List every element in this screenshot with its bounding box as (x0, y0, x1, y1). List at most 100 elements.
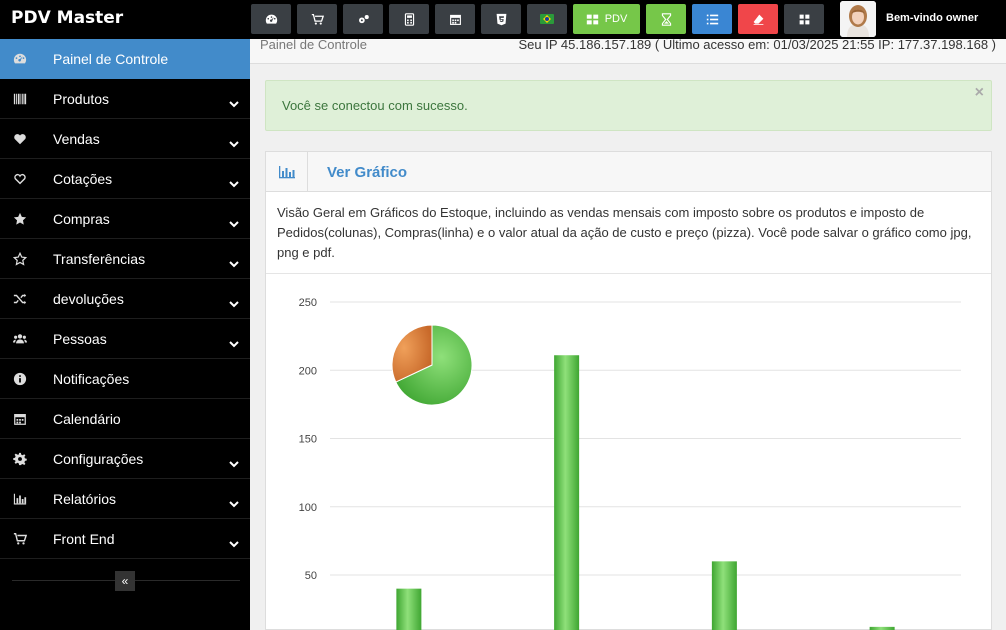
dashboard-button[interactable] (251, 4, 291, 34)
sidebar: Painel de Controle Produtos Vendas Cotaç… (0, 39, 250, 630)
panel-description: Visão Geral em Gráficos do Estoque, incl… (277, 205, 972, 260)
pdv-button[interactable]: PDV (573, 4, 640, 34)
chart-bar[interactable] (554, 355, 580, 630)
chart-bar[interactable] (711, 561, 737, 630)
chevron-down-icon (229, 175, 239, 188)
calculator-icon (404, 12, 414, 26)
sidebar-item-label: Front End (53, 531, 115, 547)
chevron-down-icon (229, 455, 239, 468)
y-tick-label: 200 (299, 365, 317, 377)
list-icon (706, 14, 718, 24)
sidebar-item-painel-de-controle[interactable]: Painel de Controle (0, 39, 250, 79)
cog-icon (12, 452, 28, 466)
windows-icon (799, 14, 809, 24)
star-outline-icon (12, 252, 28, 266)
pie-slice[interactable] (395, 324, 473, 406)
sidebar-item-calendario[interactable]: Calendário (0, 399, 250, 439)
stock-overview-chart: 250 200 150 100 50 (299, 297, 961, 630)
barcode-icon (12, 92, 28, 106)
sidebar-item-compras[interactable]: Compras (0, 199, 250, 239)
chevron-down-icon (229, 335, 239, 348)
chevron-down-icon (229, 215, 239, 228)
dashboard-icon (12, 52, 28, 66)
sidebar-item-transferencias[interactable]: Transferências (0, 239, 250, 279)
heart-icon (12, 132, 28, 146)
user-avatar[interactable] (840, 1, 876, 37)
y-tick-label: 50 (305, 570, 317, 582)
clear-button[interactable] (738, 4, 778, 34)
cart-icon (311, 13, 324, 25)
panel-header: Ver Gráfico (266, 152, 991, 192)
calculator-button[interactable] (389, 4, 429, 34)
pie-slice[interactable] (391, 324, 433, 383)
bar-chart-icon (266, 152, 308, 192)
brazil-flag-icon (540, 14, 554, 24)
hourglass-icon (661, 12, 671, 26)
sidebar-item-label: Compras (53, 211, 110, 227)
sidebar-item-label: Pessoas (53, 331, 107, 347)
chart-bar[interactable] (869, 626, 895, 630)
sidebar-item-label: Calendário (53, 411, 121, 427)
sidebar-item-cotacoes[interactable]: Cotações (0, 159, 250, 199)
calendar-icon (12, 412, 28, 426)
sidebar-item-label: Cotações (53, 171, 113, 187)
sidebar-item-produtos[interactable]: Produtos (0, 79, 250, 119)
y-tick-label: 100 (299, 502, 317, 514)
top-bar: PDV Master PDV (0, 0, 1006, 39)
panel-title: Ver Gráfico (327, 164, 408, 181)
list-button[interactable] (692, 4, 732, 34)
chevron-down-icon (229, 135, 239, 148)
chevron-down-icon (229, 95, 239, 108)
sidebar-item-label: Painel de Controle (53, 51, 169, 67)
sidebar-item-notificacoes[interactable]: Notificações (0, 359, 250, 399)
sidebar-item-vendas[interactable]: Vendas (0, 119, 250, 159)
chevron-down-icon (229, 295, 239, 308)
apps-button[interactable] (784, 4, 824, 34)
cart-icon (12, 532, 28, 546)
sidebar-item-configuracoes[interactable]: Configurações (0, 439, 250, 479)
dashboard-icon (265, 14, 277, 24)
calendar-button[interactable] (435, 4, 475, 34)
sidebar-item-label: Transferências (53, 251, 146, 267)
language-button[interactable] (527, 4, 567, 34)
chevron-down-icon (229, 535, 239, 548)
sidebar-item-devolucoes[interactable]: devoluções (0, 279, 250, 319)
alert-message: Você se conectou com sucesso. (282, 98, 468, 113)
css3-icon (496, 13, 506, 25)
close-icon[interactable]: × (974, 84, 984, 101)
sidebar-item-label: Vendas (53, 131, 100, 147)
chevron-down-icon (229, 255, 239, 268)
bar-chart-icon (12, 492, 28, 506)
brand-logo[interactable]: PDV Master (11, 8, 124, 28)
pending-button[interactable] (646, 4, 686, 34)
sidebar-collapse-button[interactable]: « (115, 571, 135, 591)
info-icon (12, 372, 28, 386)
sidebar-item-label: Configurações (53, 451, 144, 467)
sidebar-item-label: Notificações (53, 371, 130, 387)
chevron-down-icon (229, 495, 239, 508)
pos-cart-button[interactable] (297, 4, 337, 34)
sidebar-item-label: Relatórios (53, 491, 117, 507)
eraser-icon (753, 14, 763, 25)
ip-info: Seu IP 45.186.157.189 ( Último acesso em… (518, 37, 996, 52)
success-alert: Você se conectou com sucesso. × (265, 80, 992, 131)
y-tick-label: 150 (299, 434, 317, 446)
sidebar-item-front-end[interactable]: Front End (0, 519, 250, 559)
sidebar-item-relatorios[interactable]: Relatórios (0, 479, 250, 519)
sidebar-item-label: devoluções (53, 291, 124, 307)
settings-button[interactable] (343, 4, 383, 34)
grid-icon (586, 14, 598, 24)
panel-divider (266, 273, 991, 274)
users-icon (12, 332, 28, 346)
breadcrumb-current: Painel de Controle (260, 37, 367, 52)
star-icon (12, 212, 28, 226)
pdv-button-label: PDV (604, 13, 628, 25)
sidebar-item-pessoas[interactable]: Pessoas (0, 319, 250, 359)
random-icon (12, 292, 28, 306)
calendar-icon (449, 14, 461, 25)
style-button[interactable] (481, 4, 521, 34)
cogs-icon (358, 14, 369, 23)
chart-bar[interactable] (396, 588, 422, 630)
heart-outline-icon (12, 172, 28, 186)
welcome-text[interactable]: Bem-vindo owner (886, 12, 979, 24)
